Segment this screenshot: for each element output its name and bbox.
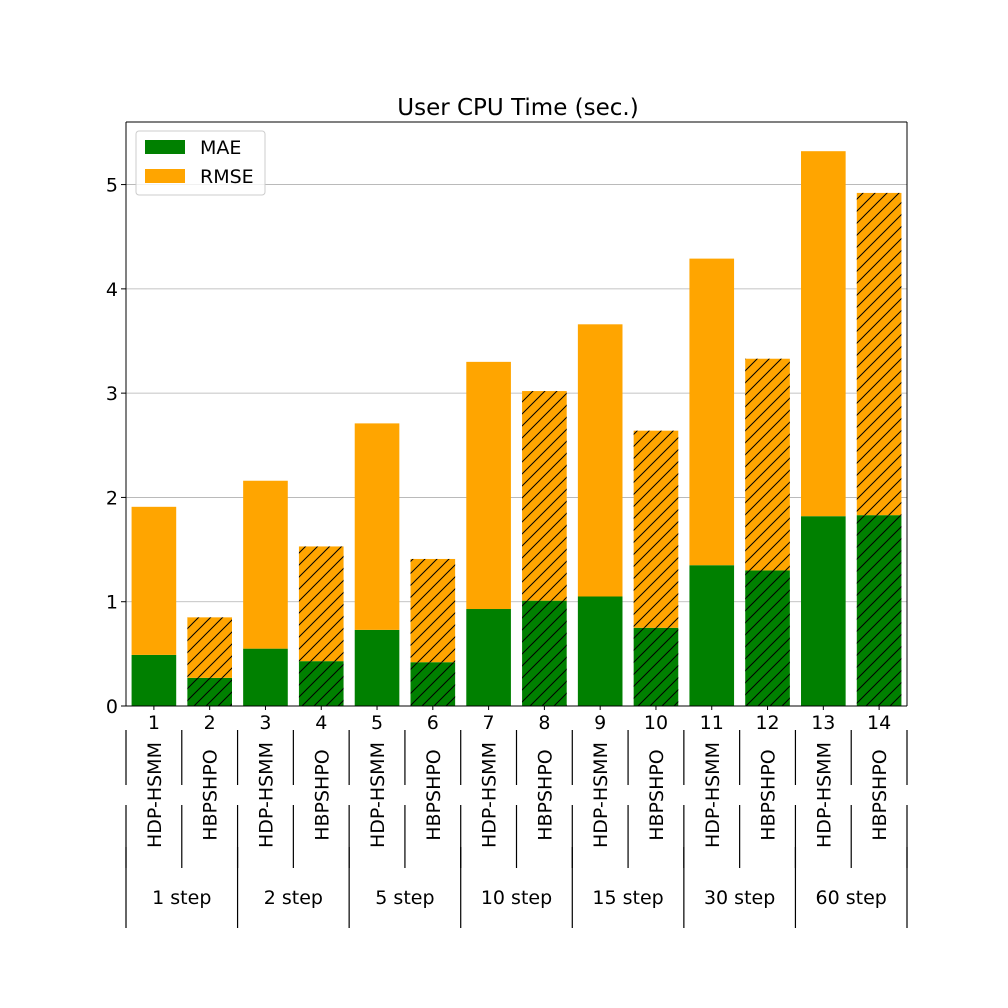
bar-rmse [689,258,735,566]
group-label: 15 step [592,887,663,909]
group-label: 2 step [264,887,323,909]
method-label: HDP-HSMM [255,742,277,848]
method-label: HDP-HSMM [590,742,612,848]
method-label: HBPSHPO [869,749,891,841]
bar-hatch [745,570,790,706]
y-tick-label: 4 [106,279,118,301]
method-label: HBPSHPO [758,749,780,841]
bar-hatch [410,558,456,663]
method-label: HBPSHPO [534,749,556,841]
bar-mae [577,596,623,706]
x-tick-label: 10 [644,712,668,734]
bars [131,151,902,706]
x-tick-label: 8 [538,712,550,734]
x-tick-label: 12 [755,712,779,734]
bar-hatch [522,391,567,601]
bar-hatch [187,617,232,678]
x-tick-label: 9 [594,712,606,734]
bar-hatch [856,192,902,516]
group-label: 30 step [704,887,775,909]
bar-hatch [522,600,567,706]
method-label: HDP-HSMM [367,742,389,848]
bar-rmse [131,506,177,655]
x-tick-label: 7 [483,712,495,734]
bar-hatch [633,430,679,628]
bar-hatch [856,515,902,706]
bar-rmse [466,361,511,610]
bar-hatch [633,627,679,706]
legend-label: MAE [200,137,241,159]
x-tick-label: 2 [204,712,216,734]
x-tick-label: 14 [867,712,891,734]
method-label: HBPSHPO [646,749,668,841]
method-label: HBPSHPO [311,749,333,841]
bar-hatch [745,358,790,571]
bar-rmse [577,324,623,597]
bar-rmse [801,151,846,517]
bar-mae [689,565,735,706]
bar-hatch [298,546,344,662]
y-tick-label: 5 [106,175,118,197]
y-tick-label: 2 [106,487,118,509]
bar-rmse [243,480,288,649]
bar-hatch [187,677,232,706]
x-tick-label: 13 [811,712,835,734]
bar-mae [243,648,288,706]
bar-mae [801,516,846,706]
x-tick-label: 5 [371,712,383,734]
x-tick-label: 4 [315,712,327,734]
bar-hatch [410,662,456,706]
method-label: HDP-HSMM [144,742,166,848]
chart-title: User CPU Time (sec.) [397,95,638,121]
x-tick-label: 11 [700,712,724,734]
y-tick-label: 0 [106,696,118,718]
group-label: 60 step [816,887,887,909]
group-label: 10 step [481,887,552,909]
method-label: HDP-HSMM [813,742,835,848]
legend: MAE RMSE [135,130,266,196]
method-label: HBPSHPO [200,749,222,841]
bar-mae [131,654,177,706]
x-tick-label: 1 [148,712,160,734]
method-label: HDP-HSMM [702,742,724,848]
x-tick-label: 6 [427,712,439,734]
bar-mae [466,609,511,706]
method-label: HBPSHPO [423,749,445,841]
legend-swatch-mae [145,140,185,154]
group-label: 1 step [152,887,211,909]
x-tick-label: 3 [259,712,271,734]
y-tick-label: 3 [106,383,118,405]
method-label: HDP-HSMM [479,742,501,848]
legend-swatch-rmse [145,169,185,183]
bar-rmse [354,423,400,630]
bar-hatch [298,661,344,706]
bar-mae [354,629,400,706]
y-tick-label: 1 [106,592,118,614]
legend-label: RMSE [200,166,254,188]
group-label: 5 step [375,887,434,909]
